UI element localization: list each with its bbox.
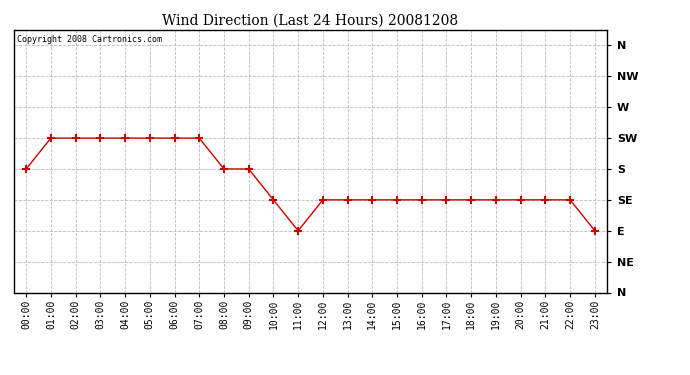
Title: Wind Direction (Last 24 Hours) 20081208: Wind Direction (Last 24 Hours) 20081208 (162, 13, 459, 27)
Text: Copyright 2008 Cartronics.com: Copyright 2008 Cartronics.com (17, 35, 161, 44)
